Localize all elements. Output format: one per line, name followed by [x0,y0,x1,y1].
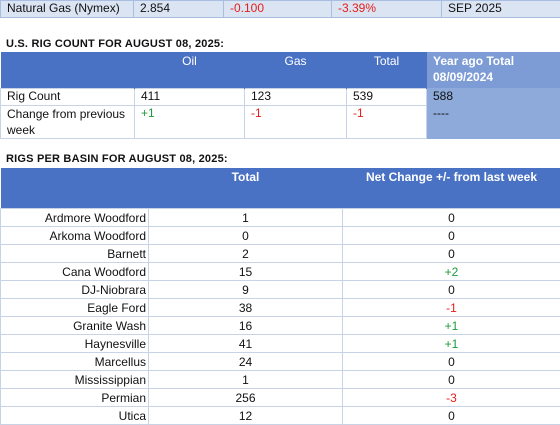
basin-net-change: -1 [343,299,560,317]
basin-net-change: +1 [343,317,560,335]
basin-total: 2 [149,245,343,263]
rig-count-title: U.S. RIG COUNT FOR AUGUST 08, 2025: [6,38,224,50]
basin-total: 38 [149,299,343,317]
basin-net-change: +1 [343,335,560,353]
basin-total: 1 [149,371,343,389]
header-total: Total [149,168,343,209]
total-value: 539 [347,89,427,106]
basin-total: 16 [149,317,343,335]
commodity-name: Natural Gas (Nymex) [1,1,134,18]
basin-name: Haynesville [1,335,149,353]
basin-name: Eagle Ford [1,299,149,317]
basin-total: 24 [149,353,343,371]
commodity-change: -0.100 [224,1,332,18]
basin-net-change: 0 [343,227,560,245]
year-ago-change: ---- [427,106,560,139]
basin-name: Granite Wash [1,317,149,335]
basin-name: Ardmore Woodford [1,209,149,227]
basin-net-change: 0 [343,209,560,227]
natural-gas-row: Natural Gas (Nymex) 2.854 -0.100 -3.39% … [0,0,560,18]
basin-name: Mississippian [1,371,149,389]
header-gas: Gas [245,52,347,89]
header-year-ago: Year ago Total 08/09/2024 [427,52,560,89]
rig-table-header: Oil Gas Total Year ago Total 08/09/2024 [1,52,560,89]
header-blank [1,52,135,89]
basin-title: RIGS PER BASIN FOR AUGUST 08, 2025: [6,153,228,165]
oil-change: +1 [135,106,245,139]
gas-change: -1 [245,106,347,139]
basin-total: 9 [149,281,343,299]
header-blank [1,168,149,209]
gas-value: 123 [245,89,347,106]
commodity-price: 2.854 [134,1,224,18]
year-ago-value: 588 [427,89,560,106]
basin-name: Barnett [1,245,149,263]
basin-name: Cana Woodford [1,263,149,281]
oil-value: 411 [135,89,245,106]
basin-total: 15 [149,263,343,281]
commodity-percent: -3.39% [332,1,442,18]
header-total: Total [347,52,427,89]
row-label: Rig Count [1,89,135,106]
basin-net-change: +2 [343,263,560,281]
basin-total: 1 [149,209,343,227]
basin-total: 0 [149,227,343,245]
header-oil: Oil [135,52,245,89]
basin-net-change: -3 [343,389,560,407]
basin-net-change: 0 [343,407,560,425]
table-row: Change from previous week +1 -1 -1 ---- [1,106,560,139]
basin-net-change: 0 [343,371,560,389]
basin-table: Total Net Change +/- from last week Ardm… [0,168,560,425]
row-label: Change from previous week [1,106,135,139]
basin-net-change: 0 [343,281,560,299]
basin-net-change: 0 [343,353,560,371]
table-row: Rig Count 411 123 539 588 [1,89,560,106]
basin-name: Permian [1,389,149,407]
basin-name: Arkoma Woodford [1,227,149,245]
basin-name: DJ-Niobrara [1,281,149,299]
basin-total: 41 [149,335,343,353]
basin-net-change: 0 [343,245,560,263]
basin-table-header: Total Net Change +/- from last week [1,168,560,209]
basin-name: Utica [1,407,149,425]
basin-total: 12 [149,407,343,425]
rig-count-table: Oil Gas Total Year ago Total 08/09/2024 … [0,52,560,139]
commodity-contract: SEP 2025 [442,1,560,18]
basin-total: 256 [149,389,343,407]
basin-name: Marcellus [1,353,149,371]
header-net-change: Net Change +/- from last week [343,168,560,209]
total-change: -1 [347,106,427,139]
